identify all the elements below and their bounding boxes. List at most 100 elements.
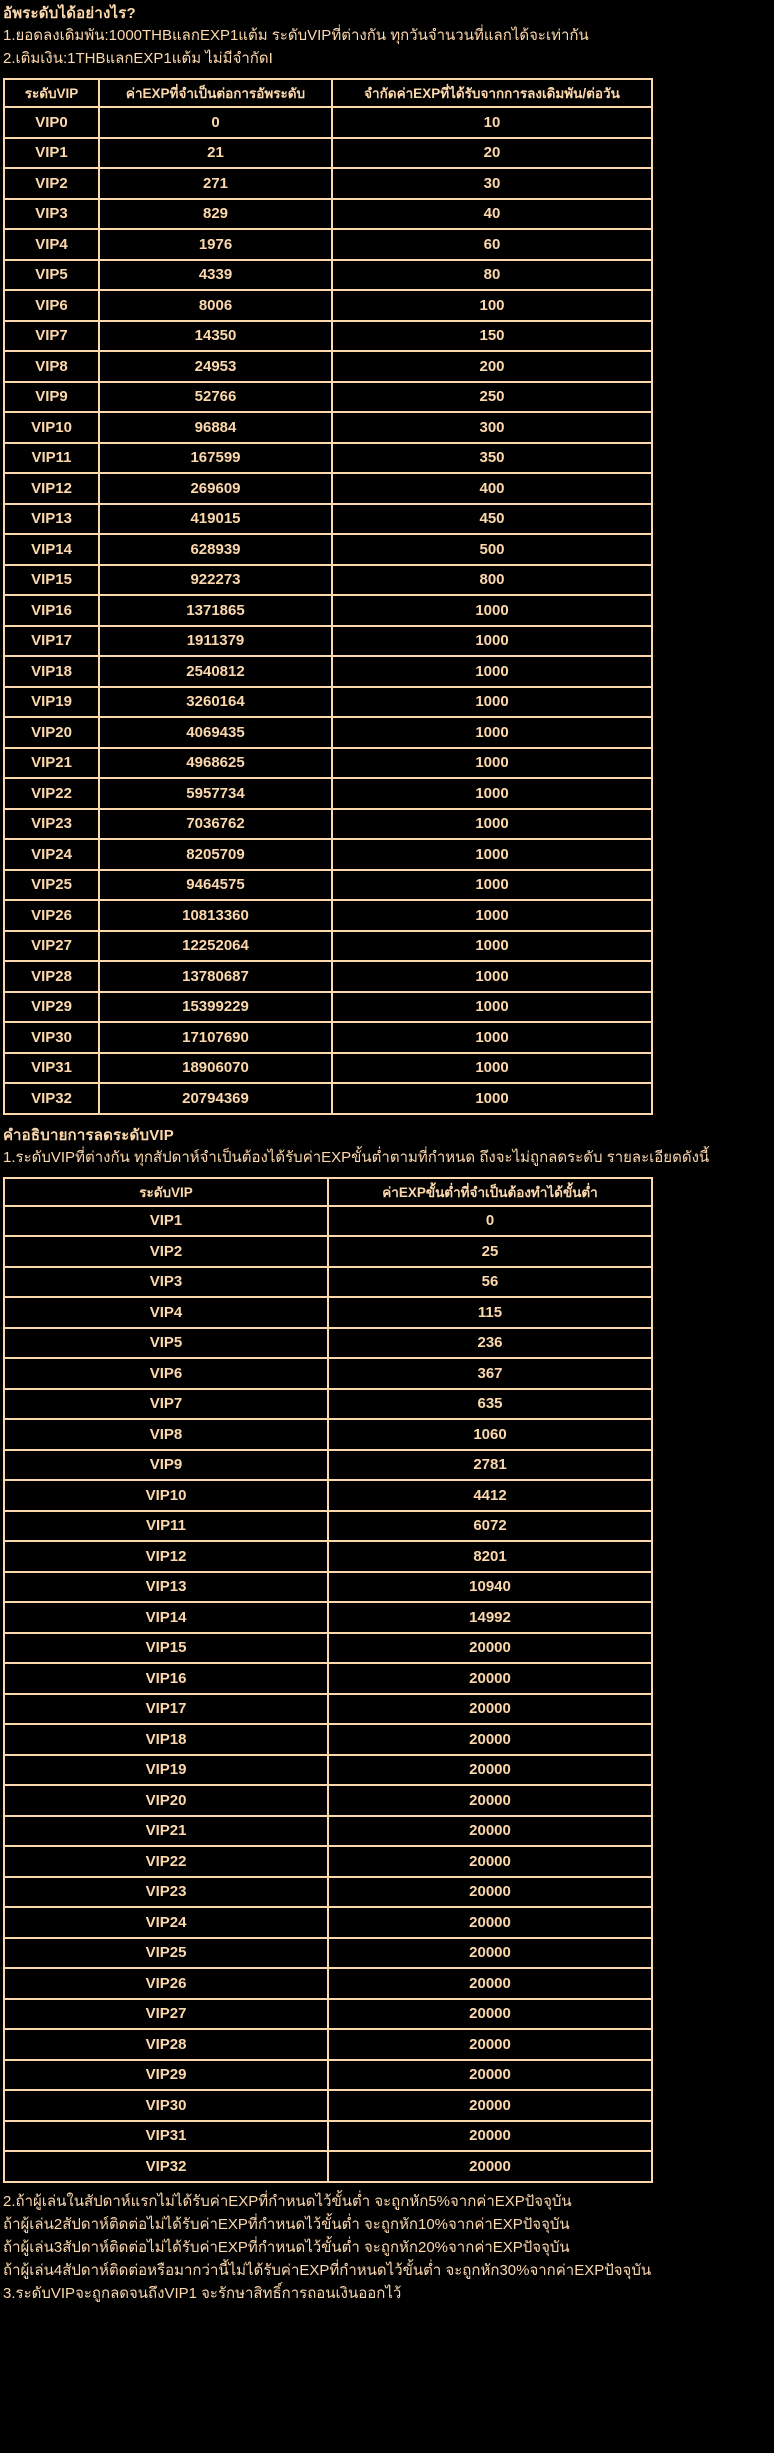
vip-level-cell: VIP19 <box>3 1753 329 1786</box>
exp-value-cell: 21 <box>98 136 333 169</box>
vip-level-cell: VIP22 <box>3 1845 329 1878</box>
vip-level-cell: VIP3 <box>3 1265 329 1298</box>
table-row: VIP16 20000 <box>3 1662 653 1695</box>
column-header: ระดับVIP <box>3 1176 329 1207</box>
exp-value-cell: 1000 <box>331 1051 653 1084</box>
exp-value-cell: 1000 <box>331 685 653 718</box>
exp-value-cell: 635 <box>327 1387 653 1420</box>
vip-level-cell: VIP6 <box>3 289 100 322</box>
exp-value-cell: 20000 <box>327 1814 653 1847</box>
table-row: VIP30 17107690 1000 <box>3 1021 653 1054</box>
exp-value-cell: 20000 <box>327 1906 653 1939</box>
table-row: VIP27 12252064 1000 <box>3 929 653 962</box>
vip-level-cell: VIP17 <box>3 1692 329 1725</box>
exp-value-cell: 1000 <box>331 777 653 810</box>
table-row: VIP5 4339 80 <box>3 258 653 291</box>
vip-info-page: อัพระดับได้อย่างไร? 1.ยอดลงเดิมพัน:1000T… <box>3 3 774 2305</box>
demotion-floor-rule: 3.ระดับVIPจะถูกลดจนถึงVIP1 จะรักษาสิทธิ์… <box>3 2284 402 2302</box>
exp-value-cell: 367 <box>327 1357 653 1390</box>
exp-value-cell: 0 <box>327 1204 653 1237</box>
exp-value-cell: 17107690 <box>98 1021 333 1054</box>
exp-value-cell: 20000 <box>327 2119 653 2152</box>
exp-value-cell: 20000 <box>327 1753 653 1786</box>
exp-value-cell: 4412 <box>327 1479 653 1512</box>
exp-value-cell: 20000 <box>327 1845 653 1878</box>
exp-value-cell: 80 <box>331 258 653 291</box>
vip-level-cell: VIP16 <box>3 594 100 627</box>
exp-value-cell: 236 <box>327 1326 653 1359</box>
table-row: VIP17 1911379 1000 <box>3 624 653 657</box>
table-row: VIP19 20000 <box>3 1753 653 1786</box>
exp-value-cell: 1000 <box>331 624 653 657</box>
table-row: VIP25 9464575 1000 <box>3 868 653 901</box>
vip-level-cell: VIP23 <box>3 807 100 840</box>
exp-value-cell: 5957734 <box>98 777 333 810</box>
exp-value-cell: 24953 <box>98 350 333 383</box>
exp-value-cell: 1000 <box>331 868 653 901</box>
table-row: VIP0 0 10 <box>3 106 653 139</box>
exp-value-cell: 1000 <box>331 716 653 749</box>
table-row: VIP27 20000 <box>3 1997 653 2030</box>
vip-level-cell: VIP28 <box>3 960 100 993</box>
table-row: VIP5 236 <box>3 1326 653 1359</box>
table-row: VIP14 14992 <box>3 1601 653 1634</box>
vip-level-cell: VIP18 <box>3 655 100 688</box>
exp-value-cell: 922273 <box>98 563 333 596</box>
levelup-exp-table: ระดับVIP ค่าEXPที่จำเป็นต่อการอัพระดับ จำก… <box>3 78 653 1115</box>
exp-value-cell: 6072 <box>327 1509 653 1542</box>
table-row: VIP6 367 <box>3 1357 653 1390</box>
vip-level-cell: VIP11 <box>3 1509 329 1542</box>
penalty-section: 2.ถ้าผู้เล่นในสัปดาห์แรกไม่ได้รับค่าEXPท… <box>3 2190 774 2305</box>
table-row: VIP29 20000 <box>3 2058 653 2091</box>
table-row: VIP2 271 30 <box>3 167 653 200</box>
table-row: VIP13 10940 <box>3 1570 653 1603</box>
exp-value-cell: 1000 <box>331 929 653 962</box>
vip-level-cell: VIP7 <box>3 319 100 352</box>
vip-level-cell: VIP27 <box>3 1997 329 2030</box>
exp-value-cell: 13780687 <box>98 960 333 993</box>
table-row: VIP1 0 <box>3 1204 653 1237</box>
header-row: ระดับVIP ค่าEXPที่จำเป็นต่อการอัพระดับ จำก… <box>3 78 653 108</box>
table-row: VIP25 20000 <box>3 1936 653 1969</box>
table-row: VIP15 20000 <box>3 1631 653 1664</box>
exp-value-cell: 1000 <box>331 838 653 871</box>
table-row: VIP23 7036762 1000 <box>3 807 653 840</box>
exp-value-cell: 1000 <box>331 1082 653 1115</box>
exp-value-cell: 30 <box>331 167 653 200</box>
column-header: ค่าEXPขั้นต่ำที่จำเป็นต้องทำได้ขั้นต่ำ <box>327 1176 653 1207</box>
table-row: VIP28 20000 <box>3 2028 653 2061</box>
vip-level-cell: VIP9 <box>3 1448 329 1481</box>
vip-level-cell: VIP32 <box>3 1082 100 1115</box>
vip-level-cell: VIP29 <box>3 990 100 1023</box>
exp-value-cell: 20000 <box>327 1997 653 2030</box>
exp-value-cell: 10940 <box>327 1570 653 1603</box>
exp-value-cell: 1060 <box>327 1418 653 1451</box>
table-row: VIP23 20000 <box>3 1875 653 1908</box>
table-row: VIP31 20000 <box>3 2119 653 2152</box>
exp-value-cell: 200 <box>331 350 653 383</box>
levelup-section: อัพระดับได้อย่างไร? 1.ยอดลงเดิมพัน:1000T… <box>3 3 774 70</box>
exp-value-cell: 150 <box>331 319 653 352</box>
levelup-title: อัพระดับได้อย่างไร? <box>3 5 136 22</box>
exp-value-cell: 628939 <box>98 533 333 566</box>
column-header: ค่าEXPที่จำเป็นต่อการอัพระดับ <box>98 78 333 108</box>
vip-level-cell: VIP21 <box>3 746 100 779</box>
vip-level-cell: VIP15 <box>3 1631 329 1664</box>
exp-value-cell: 7036762 <box>98 807 333 840</box>
levelup-rule-deposit: 2.เติมเงิน:1THBแลกEXP1แต้ม ไม่มีจำกัดI <box>3 50 273 67</box>
vip-level-cell: VIP5 <box>3 258 100 291</box>
vip-level-cell: VIP19 <box>3 685 100 718</box>
table-row: VIP10 4412 <box>3 1479 653 1512</box>
table-row: VIP19 3260164 1000 <box>3 685 653 718</box>
table-row: VIP30 20000 <box>3 2089 653 2122</box>
table-row: VIP10 96884 300 <box>3 411 653 444</box>
exp-value-cell: 9464575 <box>98 868 333 901</box>
table-row: VIP32 20000 <box>3 2150 653 2183</box>
penalty-rule-week1: 2.ถ้าผู้เล่นในสัปดาห์แรกไม่ได้รับค่าEXPท… <box>3 2192 572 2210</box>
vip-level-cell: VIP1 <box>3 1204 329 1237</box>
exp-value-cell: 450 <box>331 502 653 535</box>
table-row: VIP6 8006 100 <box>3 289 653 322</box>
exp-value-cell: 1000 <box>331 746 653 779</box>
vip-level-cell: VIP13 <box>3 1570 329 1603</box>
exp-value-cell: 1000 <box>331 594 653 627</box>
